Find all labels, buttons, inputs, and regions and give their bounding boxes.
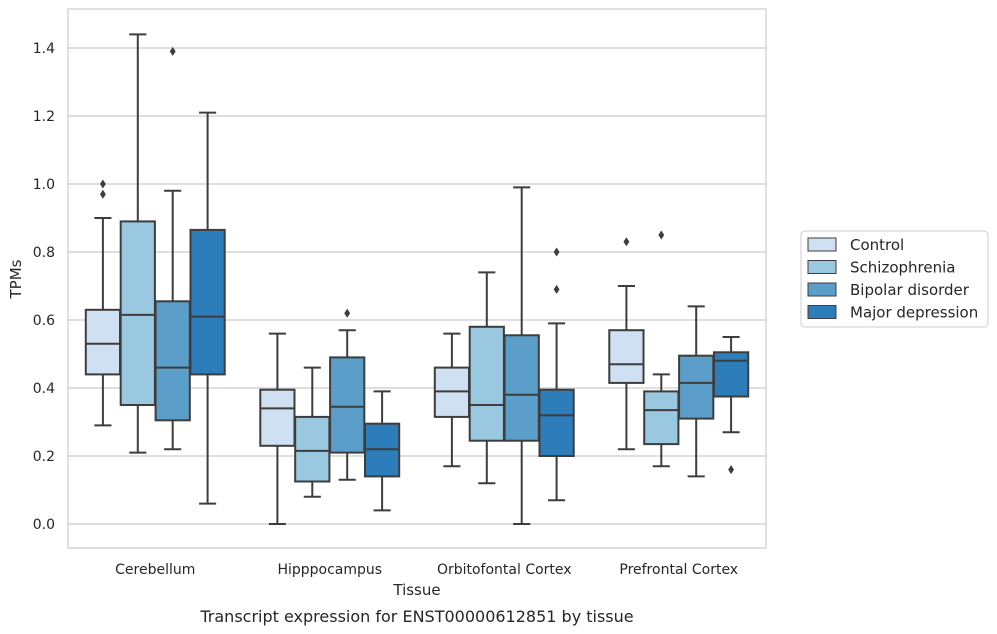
flier-point [623, 237, 630, 247]
x-tick-label: Hipppocampus [277, 562, 382, 578]
box-2-0 [433, 332, 471, 468]
flier-point [344, 308, 351, 318]
box-iqr [189, 228, 226, 376]
box-2-2 [503, 186, 540, 525]
flier-point [728, 465, 735, 475]
y-tick-label: 1.2 [33, 109, 55, 125]
y-tick-label: 0.8 [33, 245, 55, 261]
chart-caption: Transcript expression for ENST0000061285… [199, 607, 633, 626]
plot-frame [67, 8, 767, 549]
legend: Control Schizophrenia Bipolar disorder Majo… [800, 230, 989, 328]
box-iqr [712, 351, 750, 398]
flier-point [99, 189, 106, 199]
box-0-3 [189, 111, 226, 505]
box-iqr [503, 334, 540, 442]
legend-label: Schizophrenia [850, 259, 955, 277]
flier-point [553, 247, 560, 257]
legend-swatch [807, 237, 837, 252]
boxes-layer [84, 33, 750, 525]
flier-point [658, 230, 665, 240]
y-axis-title: TPMs [7, 259, 25, 299]
plot-background [68, 9, 766, 548]
y-tick-label: 0.6 [33, 313, 55, 329]
legend-frame [800, 230, 989, 328]
x-tick-label: Orbitofontal Cortex [437, 562, 572, 578]
y-tick-label: 0.4 [33, 381, 55, 397]
box-0-2 [154, 46, 191, 451]
legend-label: Major depression [850, 304, 978, 322]
box-3-0 [608, 237, 645, 451]
legend-swatch [807, 305, 837, 319]
box-iqr [329, 356, 366, 454]
y-tick-label: 1.4 [33, 41, 55, 57]
flier-point [169, 46, 176, 56]
box-iqr [154, 300, 191, 422]
box-iqr [119, 220, 156, 406]
legend-label: Control [850, 236, 904, 254]
box-1-0 [259, 332, 296, 525]
legend-swatch [807, 282, 837, 297]
box-0-1 [119, 33, 156, 454]
box-3-3 [712, 336, 750, 475]
y-tick-labels: 0.0 0.2 0.4 0.6 0.8 1.0 1.2 1.4 [33, 41, 55, 533]
y-tick-label: 0.0 [33, 517, 55, 533]
box-iqr [294, 415, 331, 483]
box-iqr [678, 354, 715, 420]
box-iqr [84, 308, 122, 376]
box-iqr [608, 329, 645, 384]
box-2-1 [468, 271, 505, 485]
y-tick-label: 1.0 [33, 177, 55, 193]
flier-point [99, 179, 106, 189]
x-tick-label: Cerebellum [115, 562, 195, 578]
box-iqr [643, 390, 680, 446]
box-iqr [259, 388, 296, 447]
box-3-2 [678, 305, 715, 478]
box-1-2 [329, 308, 366, 481]
box-iqr [538, 388, 575, 458]
legend-swatch [807, 260, 837, 274]
box-2-3 [538, 247, 575, 502]
x-tick-labels: Cerebellum Hipppocampus Orbitofontal Corte… [115, 562, 738, 578]
flier-point [553, 284, 560, 294]
x-tick-label: Prefrontal Cortex [619, 562, 738, 578]
box-0-0 [84, 179, 122, 427]
legend-label: Bipolar disorder [850, 281, 970, 299]
box-iqr [468, 325, 505, 442]
box-1-3 [363, 390, 401, 512]
x-axis-title: Tissue [392, 581, 440, 599]
y-tick-label: 0.2 [33, 449, 55, 465]
